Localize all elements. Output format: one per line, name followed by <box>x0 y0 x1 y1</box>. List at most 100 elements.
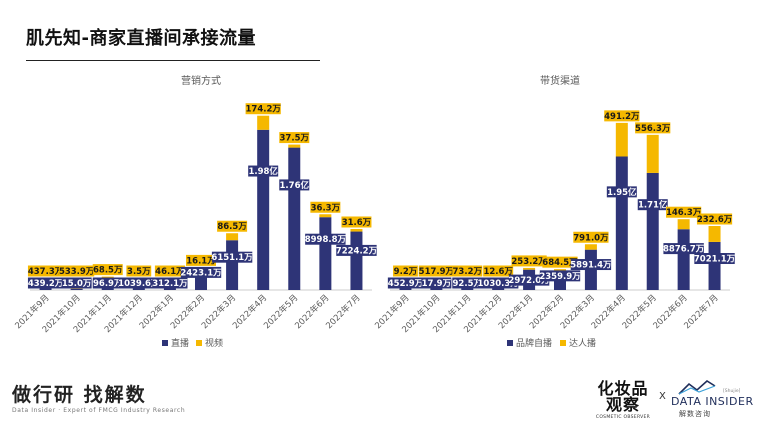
data-label-品牌自播: 2359.9万 <box>539 272 581 282</box>
legend-swatch-视频 <box>196 340 202 346</box>
data-label-达人播: 791.0万 <box>573 233 609 243</box>
data-label-品牌自播-box <box>694 253 735 265</box>
bar-达人播 <box>677 219 690 230</box>
data-label-直播-box <box>27 277 64 289</box>
data-label-品牌自播-box <box>663 243 704 255</box>
data-label-达人播: 73.2万 <box>453 267 483 277</box>
data-label-视频: 3.5万 <box>127 267 151 277</box>
data-label-视频-box <box>279 132 310 144</box>
data-label-品牌自播-box <box>637 199 668 211</box>
data-label-视频: 437.3万 <box>28 267 64 277</box>
data-insider-cn: 解数咨询 <box>679 410 711 418</box>
data-insider-tag: [Shujie] <box>723 389 741 394</box>
data-label-达人播: 684.5万 <box>542 258 578 268</box>
data-label-直播: 1.76亿 <box>280 180 310 191</box>
data-label-直播-box <box>118 277 160 289</box>
data-label-品牌自播-box <box>421 277 452 289</box>
data-label-达人播: 232.6万 <box>697 215 733 225</box>
data-label-品牌自播: 5891.4万 <box>570 261 612 271</box>
data-label-视频: 36.3万 <box>311 203 341 213</box>
data-label-品牌自播-box <box>508 274 550 286</box>
legend-label-品牌自播: 品牌自播 <box>516 337 552 349</box>
data-label-达人播-box <box>573 231 609 243</box>
bar-直播 <box>70 288 83 290</box>
data-label-视频: 31.6万 <box>342 218 372 228</box>
bar-达人播 <box>523 267 536 270</box>
data-label-达人播-box <box>483 265 514 277</box>
bar-品牌自播 <box>708 241 721 290</box>
legend-swatch-达人播 <box>560 340 566 346</box>
data-label-视频: 16.1万 <box>186 256 216 266</box>
data-label-直播-box <box>152 277 188 289</box>
data-label-视频-box <box>59 265 95 277</box>
data-label-达人播: 491.2万 <box>604 112 640 122</box>
data-label-品牌自播: 8876.7万 <box>663 245 705 255</box>
data-label-达人播: 9.2万 <box>394 267 418 277</box>
data-label-品牌自播-box <box>570 259 612 271</box>
data-label-直播-box <box>248 165 279 177</box>
cosmetic-logo-cn: 化妆品观察 <box>597 379 649 414</box>
data-label-达人播-box <box>542 256 578 268</box>
data-label-直播: 1039.6万 <box>118 279 160 289</box>
data-label-视频-box <box>186 254 216 266</box>
data-label-品牌自播-box <box>452 277 483 289</box>
data-label-直播: 1.98亿 <box>248 166 278 177</box>
data-insider-name: DATA INSIDER <box>671 395 754 408</box>
data-label-达人播: 517.9万 <box>419 267 455 277</box>
data-label-品牌自播: 1030.3万 <box>478 279 520 289</box>
data-label-直播: 7224.2万 <box>336 246 378 256</box>
data-insider-mark-icon <box>678 380 716 395</box>
data-label-直播: 312.1万 <box>152 279 188 289</box>
data-label-直播-box <box>336 244 377 256</box>
data-label-品牌自播: 1.71亿 <box>638 200 668 211</box>
data-label-直播-box <box>211 251 253 263</box>
data-label-直播-box <box>61 277 92 289</box>
chart-title: 营销方式 <box>181 74 221 87</box>
data-label-直播: 2423.1万 <box>180 268 222 278</box>
data-label-视频-box <box>245 103 281 115</box>
bar-达人播 <box>646 134 659 173</box>
bar-视频 <box>319 214 332 218</box>
bar-视频 <box>350 228 363 232</box>
data-label-视频-box <box>341 216 372 228</box>
legend-label-直播: 直播 <box>171 337 189 349</box>
data-label-视频-box <box>27 265 64 277</box>
data-label-达人播-box <box>635 122 671 134</box>
data-label-达人播-box <box>666 206 702 218</box>
data-label-视频-box <box>126 265 152 277</box>
data-label-品牌自播: 17.9万 <box>422 279 452 289</box>
data-label-品牌自播-box <box>606 186 637 198</box>
data-label-直播-box <box>279 179 310 191</box>
data-label-直播-box <box>92 277 123 289</box>
data-label-品牌自播: 1.95亿 <box>607 187 637 198</box>
bar-直播 <box>163 287 176 290</box>
data-label-直播-box <box>180 266 222 278</box>
logo-separator: X <box>659 391 666 402</box>
legend-swatch-品牌自播 <box>507 340 513 346</box>
data-label-品牌自播: 92.5万 <box>453 279 483 289</box>
bar-视频 <box>226 233 239 241</box>
data-label-品牌自播-box <box>477 277 519 289</box>
cosmetic-observer-logo: 化妆品观察 COSMETIC OBSERVER <box>592 379 654 421</box>
data-label-直播: 6151.1万 <box>211 253 253 263</box>
data-label-直播: 8998.8万 <box>305 235 347 245</box>
data-label-品牌自播: 452.9万 <box>388 279 424 289</box>
bar-达人播 <box>584 244 597 250</box>
data-label-直播: 439.2万 <box>28 279 64 289</box>
chart-title: 带货渠道 <box>540 74 580 87</box>
cosmetic-logo-en: COSMETIC OBSERVER <box>595 415 651 420</box>
legend-swatch-直播 <box>162 340 168 346</box>
data-label-视频: 174.2万 <box>245 105 281 115</box>
data-label-达人播-box <box>511 255 547 267</box>
data-label-直播: 96.9万 <box>93 279 123 289</box>
data-label-视频: 68.5万 <box>93 266 123 276</box>
bar-达人播 <box>708 226 721 242</box>
bar-视频 <box>257 115 270 130</box>
data-label-达人播-box <box>418 265 454 277</box>
data-label-直播: 15.0万 <box>62 279 92 289</box>
data-label-视频: 46.1万 <box>155 267 185 277</box>
brand-subtitle: Data Insider · Expert of FMCG Industry R… <box>12 407 186 414</box>
data-label-达人播: 253.2万 <box>511 257 547 267</box>
